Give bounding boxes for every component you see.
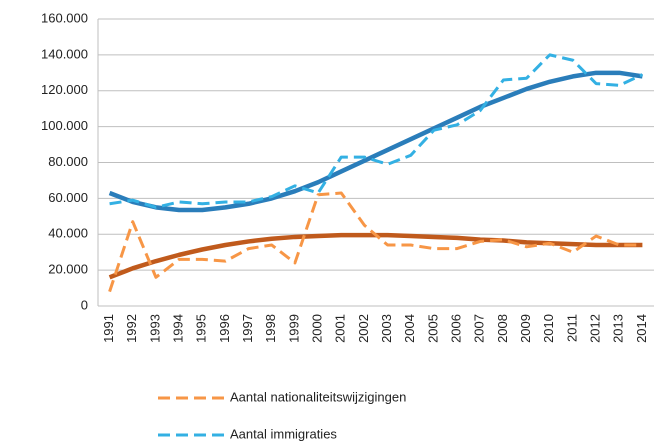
x-tick-label: 2014 (634, 314, 649, 343)
x-tick-label: 2000 (310, 314, 325, 343)
y-tick-label: 140.000 (41, 46, 88, 61)
x-tick-label: 2010 (541, 314, 556, 343)
legend-label: Aantal nationaliteitswijzigingen (230, 389, 406, 404)
y-tick-label: 120.000 (41, 82, 88, 97)
x-tick-label: 1993 (147, 314, 162, 343)
trend-line (108, 232, 643, 280)
y-tick-label: 40.000 (48, 226, 88, 241)
legend-label: Aantal immigraties (230, 426, 337, 441)
x-tick-label: 2005 (425, 314, 440, 343)
y-tick-label: 60.000 (48, 190, 88, 205)
trend-line (108, 70, 643, 213)
x-tick-label: 2001 (333, 314, 348, 343)
data-line (108, 191, 643, 293)
y-tick-label: 160.000 (41, 10, 88, 25)
x-tick-label: 1999 (286, 314, 301, 343)
data-line (109, 53, 644, 209)
x-tick-label: 1994 (171, 314, 186, 343)
x-tick-label: 1998 (263, 314, 278, 343)
x-tick-label: 1997 (240, 314, 255, 343)
x-tick-label: 1995 (194, 314, 209, 343)
y-tick-label: 80.000 (48, 154, 88, 169)
x-tick-label: 2008 (495, 314, 510, 343)
x-tick-label: 2006 (449, 314, 464, 343)
y-tick-label: 20.000 (48, 262, 88, 277)
x-tick-label: 1992 (124, 314, 139, 343)
x-tick-label: 2007 (472, 314, 487, 343)
x-tick-label: 2009 (518, 314, 533, 343)
x-tick-label: 2013 (611, 314, 626, 343)
y-tick-label: 100.000 (41, 118, 88, 133)
x-tick-label: 2012 (588, 314, 603, 343)
x-tick-label: 2002 (356, 314, 371, 343)
x-tick-label: 1991 (101, 314, 116, 343)
x-tick-label: 2011 (564, 314, 579, 342)
x-tick-label: 2003 (379, 314, 394, 343)
y-tick-label: 0 (81, 297, 88, 312)
x-tick-label: 2004 (402, 314, 417, 343)
x-tick-label: 1996 (217, 314, 232, 343)
